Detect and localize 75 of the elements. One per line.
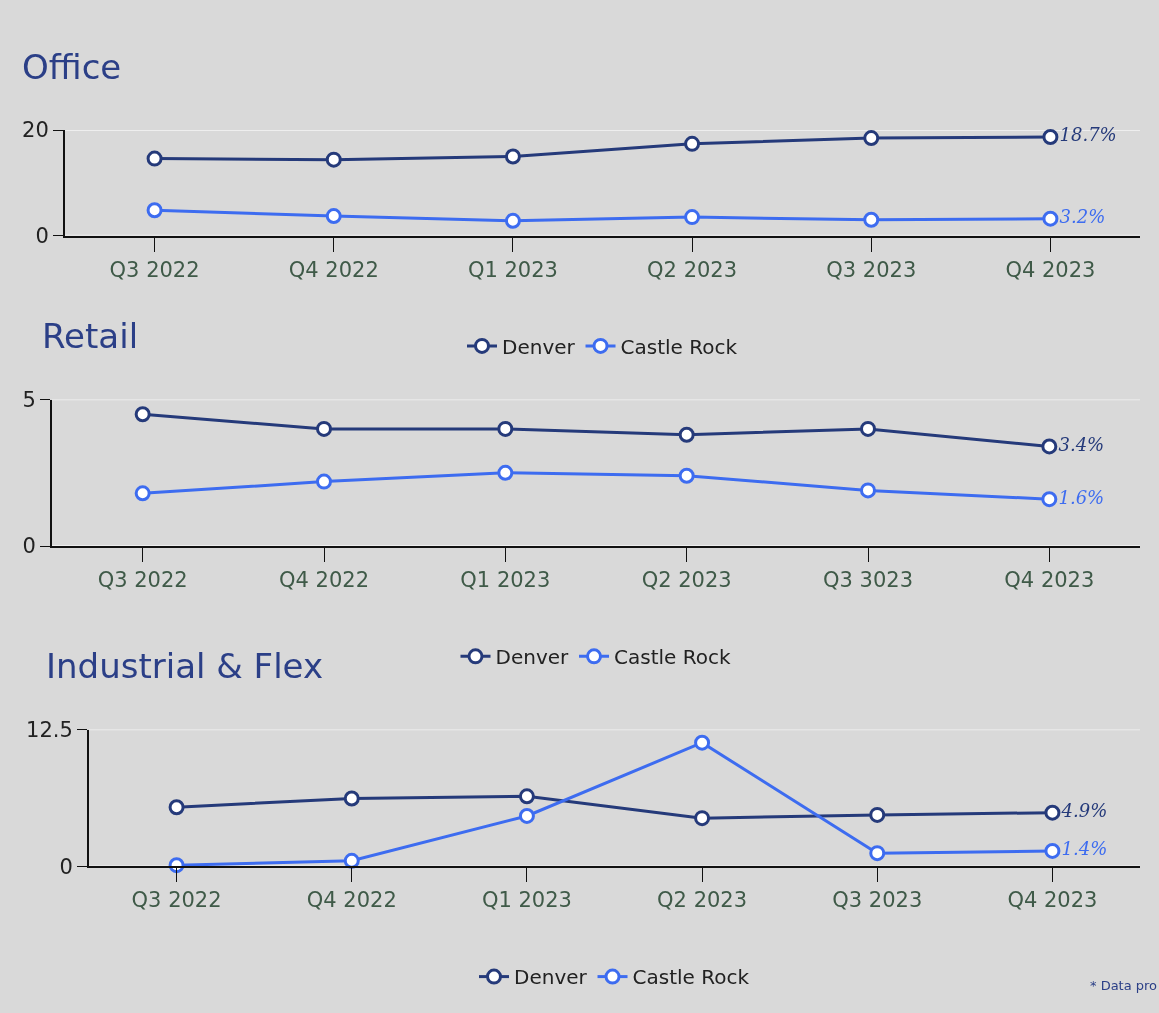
point (863, 130, 880, 147)
x-tick-label: Q4 2023 (1004, 568, 1095, 593)
point (869, 845, 886, 862)
x-tick-label: Q3 2022 (97, 568, 188, 593)
legend-label: Castle Rock (620, 334, 738, 359)
point (684, 135, 701, 152)
legend-label: Castle Rock (614, 645, 731, 670)
point (678, 467, 695, 484)
data-label: 1.6% (1058, 486, 1105, 508)
y-tick-label: 12.5 (26, 717, 73, 742)
x-tick-label: Q2 2023 (657, 888, 748, 913)
chart-title: Industrial & Flex (46, 646, 324, 686)
point (518, 807, 535, 824)
point (684, 209, 701, 226)
point (497, 420, 514, 437)
x-tick-label: Q3 3023 (822, 568, 914, 593)
point (146, 150, 163, 167)
x-tick-label: Q3 2022 (109, 257, 200, 282)
point (325, 151, 342, 168)
text: * Data pro (1090, 978, 1158, 993)
x-tick-label: Q1 2023 (481, 888, 572, 913)
point (497, 464, 514, 481)
point (343, 852, 360, 869)
legend-label: Denver (514, 965, 588, 990)
point (1044, 842, 1061, 859)
y-tick-label: 5 (22, 387, 36, 412)
legend-label: Castle Rock (632, 965, 750, 990)
point (678, 426, 695, 443)
x-tick-label: Q3 2022 (131, 888, 222, 913)
legend-label: Denver (502, 334, 576, 359)
y-tick-label: 20 (22, 118, 49, 143)
point (518, 788, 535, 805)
y-tick-label: 0 (35, 223, 49, 248)
x-tick-label: Q2 2023 (641, 568, 732, 593)
point (860, 482, 876, 499)
point (316, 473, 332, 490)
point (168, 799, 185, 816)
point (1042, 128, 1059, 145)
chart-title: Retail (42, 316, 139, 356)
point (134, 406, 151, 423)
point (1041, 438, 1058, 455)
x-tick-label: Q1 2023 (460, 568, 551, 593)
point (504, 148, 521, 165)
point (694, 734, 711, 751)
point (325, 208, 342, 225)
point (860, 420, 876, 437)
x-tick-label: Q3 2023 (832, 888, 923, 913)
point (694, 810, 711, 827)
chart-title: Office (22, 47, 122, 87)
data-label: 4.9% (1060, 800, 1108, 822)
y-tick-label: 0 (22, 534, 36, 559)
y-tick-label: 0 (59, 854, 73, 879)
x-tick-label: Q4 2023 (1007, 888, 1098, 913)
x-tick-label: Q4 2022 (278, 568, 370, 593)
point (863, 211, 880, 228)
x-tick-label: Q4 2022 (288, 257, 379, 282)
legend-label: Denver (495, 645, 570, 670)
point (1041, 491, 1058, 508)
data-label: 3.2% (1059, 206, 1106, 228)
point (343, 790, 360, 807)
point (504, 212, 521, 229)
point (316, 420, 332, 437)
x-tick-label: Q4 2022 (306, 888, 397, 913)
point (134, 485, 151, 502)
point (146, 202, 163, 219)
x-tick-label: Q4 2023 (1005, 257, 1096, 282)
data-label: 1.4% (1061, 838, 1108, 860)
point (869, 806, 886, 823)
data-label: 18.7% (1059, 124, 1117, 146)
point (1042, 210, 1059, 227)
x-tick-label: Q2 2023 (647, 257, 738, 282)
x-tick-label: Q1 2023 (467, 257, 558, 282)
data-label: 3.4% (1058, 433, 1105, 455)
point (1044, 804, 1061, 821)
x-tick-label: Q3 2023 (826, 257, 917, 282)
